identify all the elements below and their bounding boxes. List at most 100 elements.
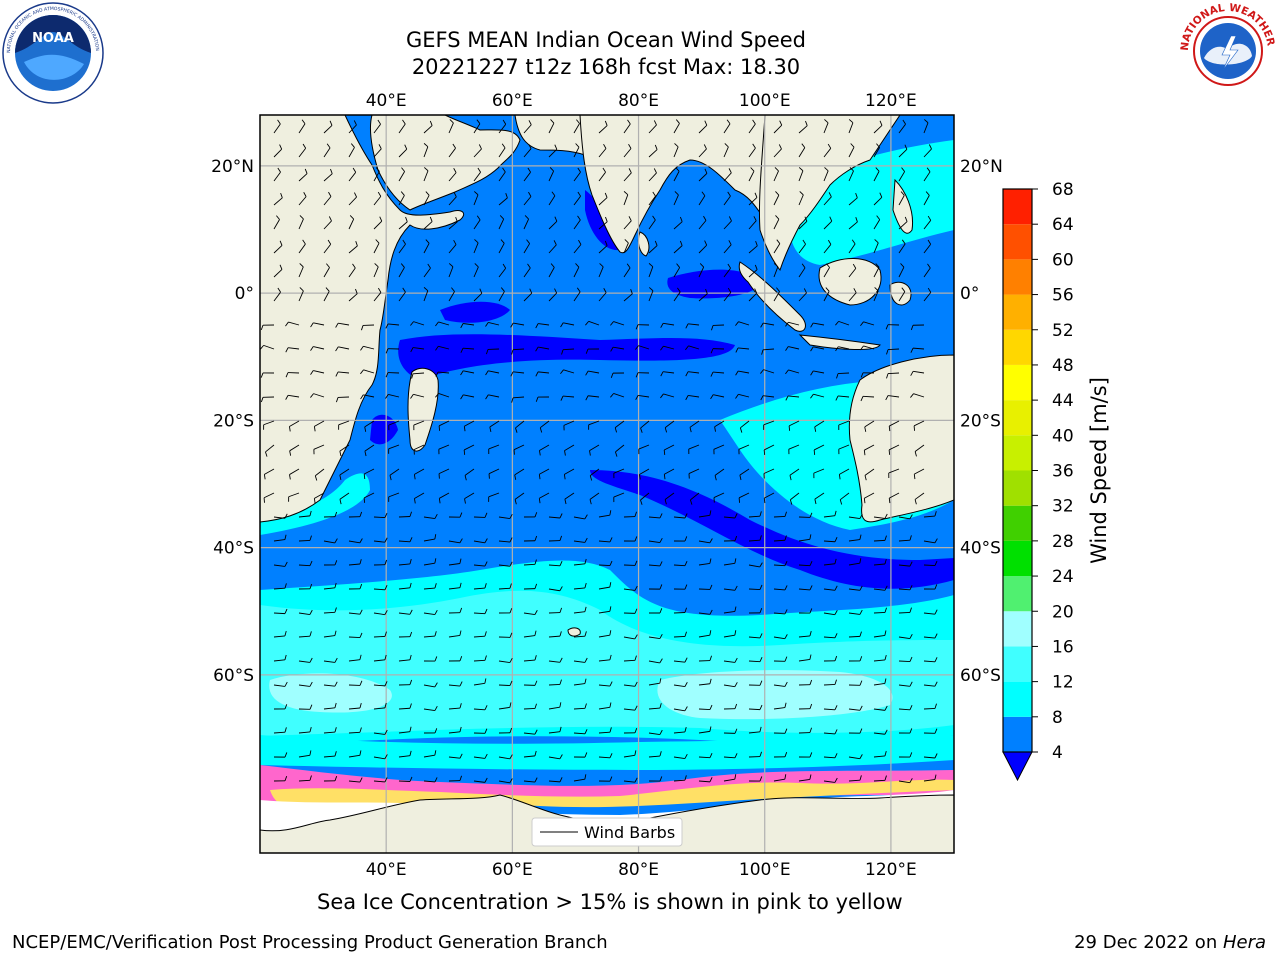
wind-barb — [498, 632, 513, 638]
wind-barb — [473, 538, 488, 544]
wind-barb — [673, 682, 688, 688]
wind-barb — [335, 346, 350, 352]
wind-barb — [510, 322, 525, 328]
wind-barb — [273, 681, 288, 687]
wind-barb — [398, 750, 412, 758]
wind-barb — [515, 420, 525, 433]
wind-barb-legend: Wind Barbs — [531, 817, 683, 847]
wind-barb — [273, 561, 288, 567]
wind-barb — [773, 215, 780, 230]
wind-barb — [523, 630, 537, 638]
wind-barb — [460, 394, 475, 400]
wind-barb — [473, 777, 488, 783]
wind-barb — [873, 607, 887, 614]
wind-barb — [448, 703, 462, 710]
wind-barb — [523, 680, 538, 686]
wind-barb — [348, 654, 362, 662]
wind-barb — [473, 191, 479, 206]
wind-barb — [739, 420, 750, 433]
colorbar-segment — [1003, 576, 1032, 612]
wind-barb — [873, 167, 880, 182]
wind-barb — [898, 778, 913, 784]
wind-barb — [313, 444, 325, 455]
wind-barb — [673, 287, 681, 302]
wind-barb — [723, 216, 732, 230]
wind-barb — [723, 753, 738, 759]
footer-attribution: NCEP/EMC/Verification Post Processing Pr… — [12, 932, 608, 953]
wind-barb — [398, 239, 406, 254]
wind-barb — [698, 558, 712, 566]
wind-barb — [298, 775, 312, 782]
wind-barb — [748, 751, 762, 758]
wind-barb — [648, 215, 656, 230]
wind-barb — [448, 192, 457, 206]
wind-barb — [798, 239, 806, 254]
wind-barb — [485, 370, 500, 376]
wind-barb — [548, 561, 563, 567]
wind-barb — [298, 510, 312, 518]
colorbar-tick-label: 8 — [1052, 708, 1063, 728]
wind-barb — [673, 753, 688, 759]
wind-barb — [873, 705, 888, 711]
wind-barb — [363, 468, 375, 480]
wind-barb — [535, 371, 550, 377]
wind-barb — [498, 263, 507, 278]
map-plot-area — [260, 115, 954, 853]
wind-barb — [289, 444, 300, 456]
wind-barb — [613, 468, 625, 479]
axis-tick-labels: 40°E 40°E 60°E 60°E 80°E 80°E 100°E 100°E 120°E 1… — [211, 91, 1003, 880]
wind-barb — [273, 192, 283, 206]
wind-barb — [323, 143, 331, 158]
sea-ice-caption: Sea Ice Concentration > 15% is shown in … — [317, 890, 903, 914]
wind-barb — [863, 444, 875, 456]
wind-barb — [710, 371, 725, 377]
wind-barb — [848, 534, 862, 542]
wind-barb — [648, 144, 658, 158]
wind-barb — [723, 703, 738, 710]
wind-barb — [863, 492, 875, 504]
wind-barb — [698, 168, 708, 182]
wind-barb — [348, 703, 362, 710]
wind-barb — [298, 704, 313, 710]
wind-barb — [748, 680, 763, 686]
wind-barb — [873, 120, 883, 134]
wind-barb — [373, 585, 388, 591]
wind-barb — [789, 492, 800, 505]
wind-barb — [385, 393, 400, 399]
wind-barb — [573, 678, 587, 686]
wind-barb — [910, 370, 925, 376]
wind-barb — [623, 119, 631, 134]
wind-barb — [498, 215, 505, 230]
wind-barb — [523, 610, 538, 616]
wind-barb — [748, 192, 758, 206]
lon-label-bottom: 80°E — [618, 860, 659, 880]
wind-barb — [473, 215, 481, 230]
wind-barb — [298, 119, 306, 134]
wind-barb — [848, 513, 863, 519]
wind-barb — [860, 372, 875, 378]
wind-barb — [348, 192, 357, 206]
wind-barb — [548, 513, 563, 519]
wind-barb — [323, 538, 338, 544]
wind-barb — [723, 535, 738, 542]
wind-barb — [373, 191, 382, 206]
wind-barb — [823, 167, 829, 182]
wind-barb — [689, 492, 700, 505]
wind-barb — [285, 321, 300, 327]
wind-barb — [613, 492, 625, 503]
wind-barb — [463, 420, 475, 432]
wind-barb — [273, 215, 280, 230]
kerguelen-island — [567, 627, 581, 637]
wind-barb — [573, 582, 587, 590]
wind-barb — [848, 263, 857, 278]
wind-barb — [598, 702, 612, 710]
wind-barb — [823, 753, 838, 759]
wind-barb — [763, 420, 775, 430]
wind-barb — [735, 370, 750, 376]
colorbar-tick-label: 68 — [1052, 180, 1074, 200]
wind-barb — [498, 778, 513, 784]
colorbar-segment — [1003, 364, 1032, 401]
wind-barb — [723, 143, 729, 158]
colorbar-segment — [1003, 540, 1032, 577]
wind-barb — [548, 216, 558, 230]
